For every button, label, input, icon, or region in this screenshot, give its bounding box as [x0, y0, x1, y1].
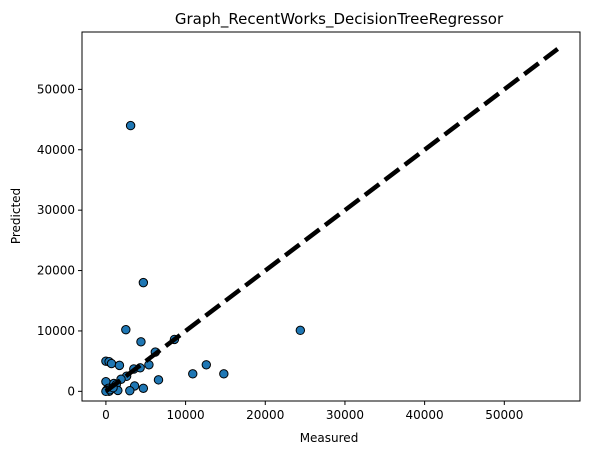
x-tick-label: 10000 — [166, 408, 204, 422]
data-point — [138, 383, 149, 394]
y-tick-label: 50000 — [37, 82, 75, 96]
data-point — [295, 325, 306, 336]
data-point — [188, 369, 198, 379]
y-tick-label: 10000 — [37, 324, 75, 338]
y-tick-label: 20000 — [37, 264, 75, 278]
data-point — [125, 120, 136, 131]
data-point — [114, 360, 125, 371]
y-axis-label: Predicted — [9, 188, 23, 244]
x-axis-label: Measured — [300, 431, 359, 445]
x-tick-label: 20000 — [246, 408, 284, 422]
data-point — [136, 337, 146, 347]
data-point — [125, 386, 135, 396]
data-point — [219, 369, 229, 379]
data-point — [138, 277, 149, 288]
y-tick-label: 40000 — [37, 143, 75, 157]
axes: 0 10000 20000 30000 40000 50000 0 10000 20000 300… — [37, 31, 581, 422]
data-point — [153, 375, 164, 385]
y-tick-label: 30000 — [37, 203, 75, 217]
x-tick-label: 40000 — [406, 408, 444, 422]
x-tick-label: 30000 — [326, 408, 364, 422]
data-point — [121, 325, 131, 335]
data-point — [106, 358, 117, 369]
data-point — [201, 360, 212, 370]
y-tick-label: 0 — [67, 384, 75, 398]
chart-title: Graph_RecentWorks_DecisionTreeRegressor — [175, 10, 504, 29]
plot-area — [101, 47, 560, 397]
data-point — [144, 360, 154, 370]
plot-frame — [81, 31, 581, 402]
reference-line — [104, 47, 560, 394]
x-tick-label: 50000 — [485, 408, 523, 422]
x-tick-label: 0 — [102, 408, 110, 422]
